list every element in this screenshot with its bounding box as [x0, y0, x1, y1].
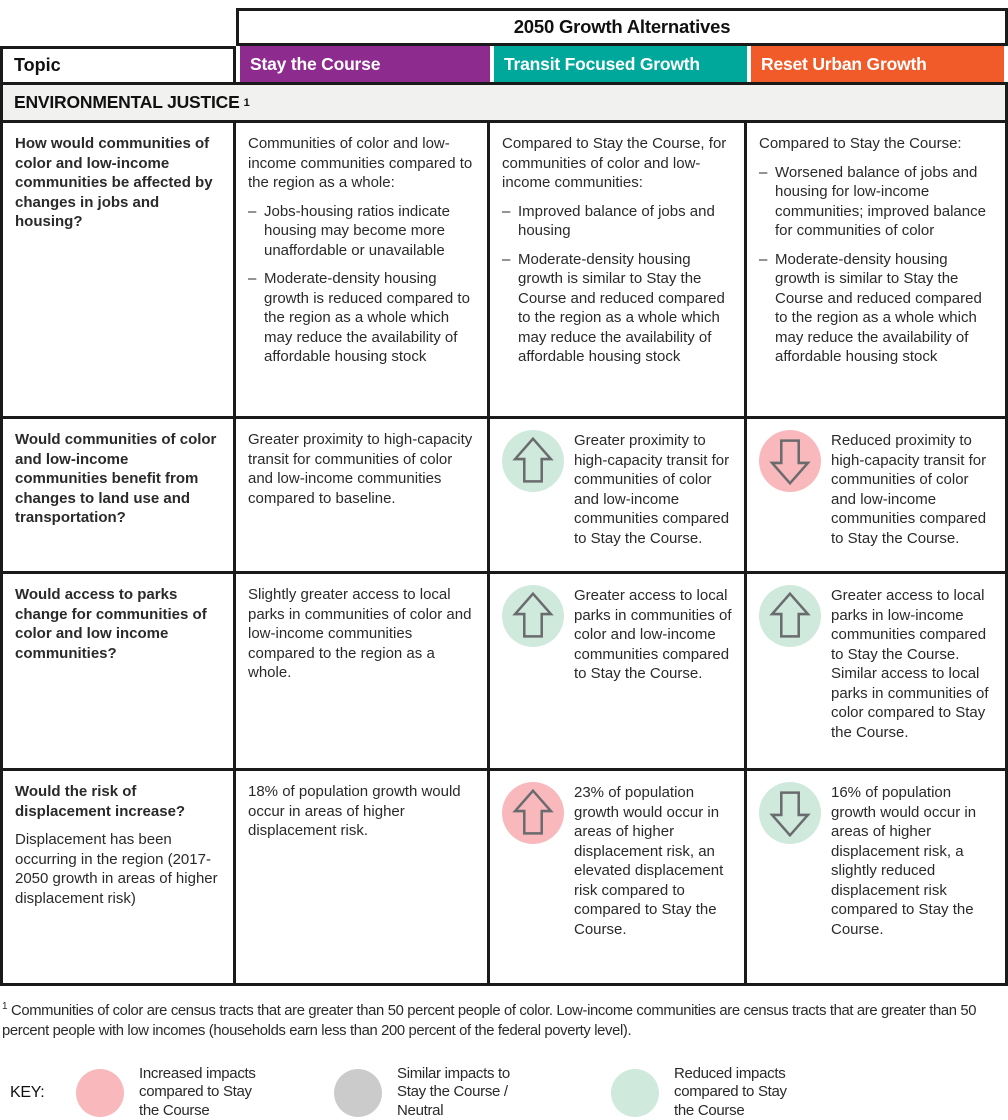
topic-question-displacement-risk: Would the risk of displacement increase?… — [0, 771, 236, 986]
cell-text: Greater access to local parks in low-inc… — [831, 587, 989, 741]
reduced-impact-badge — [759, 782, 821, 844]
legend-label: KEY: — [10, 1083, 45, 1101]
cell-stay-transit-proximity: Greater proximity to high-capacity trans… — [236, 419, 490, 574]
footnote: 1 Communities of color are census tracts… — [2, 997, 1002, 1041]
column-header-row: Topic Stay the Course Transit Focused Gr… — [0, 46, 1008, 82]
increased-impacts-circle-icon — [76, 1068, 124, 1117]
bullet-item: Worsened balance of jobs and housing for… — [759, 163, 995, 241]
cell-text: Greater access to local parks in communi… — [574, 587, 732, 682]
column-header-reset-urban-growth: Reset Urban Growth — [751, 46, 1004, 82]
table-title: 2050 Growth Alternatives — [236, 8, 1008, 46]
legend: KEY: Increased impacts compared to Stay … — [0, 1065, 1008, 1120]
cell-stay-jobs-housing: Communities of color and low-income comm… — [236, 123, 490, 419]
footnote-ref: 1 — [2, 1001, 8, 1012]
topic-question-land-use-transportation: Would communities of color and low-incom… — [0, 419, 236, 574]
legend-item-text: Reduced impacts compared to Stay the Cou… — [674, 1064, 787, 1119]
cell-transit-jobs-housing: Compared to Stay the Course, for communi… — [490, 123, 747, 419]
topic-question-jobs-housing: How would communities of color and low-i… — [0, 123, 236, 419]
cell-intro: Compared to Stay the Course, for communi… — [502, 135, 727, 191]
cell-reset-jobs-housing: Compared to Stay the Course: Worsened ba… — [747, 123, 1008, 419]
down-arrow-icon — [759, 782, 821, 844]
legend-item-similar-impacts: Similar impacts to Stay the Course / Neu… — [334, 1065, 611, 1120]
reduced-impact-badge — [759, 585, 821, 647]
legend-item-increased-impacts: Increased impacts compared to Stay the C… — [76, 1065, 334, 1120]
cell-intro: Compared to Stay the Course: — [759, 135, 962, 152]
similar-impacts-circle-icon — [334, 1068, 382, 1117]
cell-text: Greater proximity to high-capacity trans… — [574, 432, 730, 547]
cell-transit-displacement: 23% of population growth would occur in … — [490, 771, 747, 986]
reduced-impact-badge — [502, 430, 564, 492]
cell-reset-displacement: 16% of population growth would occur in … — [747, 771, 1008, 986]
table-top-header-row: 2050 Growth Alternatives — [0, 8, 1008, 46]
cell-reset-parks-access: Greater access to local parks in low-inc… — [747, 574, 1008, 771]
legend-item-text: Similar impacts to Stay the Course / Neu… — [397, 1064, 510, 1119]
topic-question-note: Displacement has been occurring in the r… — [15, 831, 218, 907]
increased-impact-badge — [502, 782, 564, 844]
up-arrow-icon — [502, 430, 564, 492]
cell-stay-parks-access: Slightly greater access to local parks i… — [236, 574, 490, 771]
up-arrow-icon — [502, 782, 564, 844]
up-arrow-icon — [759, 585, 821, 647]
table-row: Would access to parks change for communi… — [0, 574, 1008, 771]
bullet-item: Moderate-density housing growth is reduc… — [248, 269, 477, 367]
cell-stay-displacement: 18% of population growth would occur in … — [236, 771, 490, 986]
cell-intro: Communities of color and low-income comm… — [248, 135, 473, 191]
cell-reset-transit-proximity: Reduced proximity to high-capacity trans… — [747, 419, 1008, 574]
section-header-environmental-justice: ENVIRONMENTAL JUSTICE 1 — [0, 82, 1008, 123]
top-header-spacer — [0, 8, 236, 46]
bullet-item: Moderate-density housing growth is simil… — [759, 250, 995, 367]
section-title: ENVIRONMENTAL JUSTICE — [14, 92, 240, 112]
column-header-stay-the-course: Stay the Course — [240, 46, 490, 82]
table-row: How would communities of color and low-i… — [0, 123, 1008, 419]
section-footnote-ref: 1 — [243, 96, 250, 109]
cell-text: Reduced proximity to high-capacity trans… — [831, 432, 987, 547]
bullet-item: Improved balance of jobs and housing — [502, 202, 734, 241]
cell-transit-parks-access: Greater access to local parks in communi… — [490, 574, 747, 771]
column-header-transit-focused-growth: Transit Focused Growth — [494, 46, 747, 82]
down-arrow-icon — [759, 430, 821, 492]
bullet-item: Jobs-housing ratios indicate housing may… — [248, 202, 477, 261]
footnote-text: Communities of color are census tracts t… — [2, 1002, 977, 1039]
growth-alternatives-table: 2050 Growth Alternatives Topic Stay the … — [0, 0, 1008, 986]
legend-item-reduced-impacts: Reduced impacts compared to Stay the Cou… — [611, 1065, 911, 1120]
topic-question-parks-access: Would access to parks change for communi… — [0, 574, 236, 771]
topic-column-header: Topic — [0, 46, 236, 82]
cell-text: 23% of population growth would occur in … — [574, 784, 724, 938]
topic-question-title: Would the risk of displacement increase? — [15, 783, 186, 820]
bullet-item: Moderate-density housing growth is simil… — [502, 250, 734, 367]
increased-impact-badge — [759, 430, 821, 492]
legend-item-text: Increased impacts compared to Stay the C… — [139, 1064, 256, 1119]
table-row: Would the risk of displacement increase?… — [0, 771, 1008, 986]
cell-transit-transit-proximity: Greater proximity to high-capacity trans… — [490, 419, 747, 574]
reduced-impacts-circle-icon — [611, 1068, 659, 1117]
up-arrow-icon — [502, 585, 564, 647]
reduced-impact-badge — [502, 585, 564, 647]
table-row: Would communities of color and low-incom… — [0, 419, 1008, 574]
cell-text: 16% of population growth would occur in … — [831, 784, 977, 938]
